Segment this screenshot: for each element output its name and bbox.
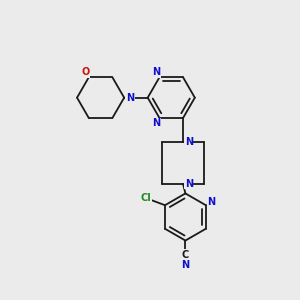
Text: N: N [126, 93, 134, 103]
Text: N: N [152, 118, 160, 128]
Text: N: N [181, 260, 190, 270]
Text: N: N [185, 136, 193, 147]
Text: Cl: Cl [141, 193, 152, 203]
Text: C: C [182, 250, 189, 260]
Text: N: N [152, 67, 160, 77]
Text: N: N [185, 179, 193, 189]
Text: O: O [82, 67, 90, 77]
Text: N: N [207, 197, 215, 207]
